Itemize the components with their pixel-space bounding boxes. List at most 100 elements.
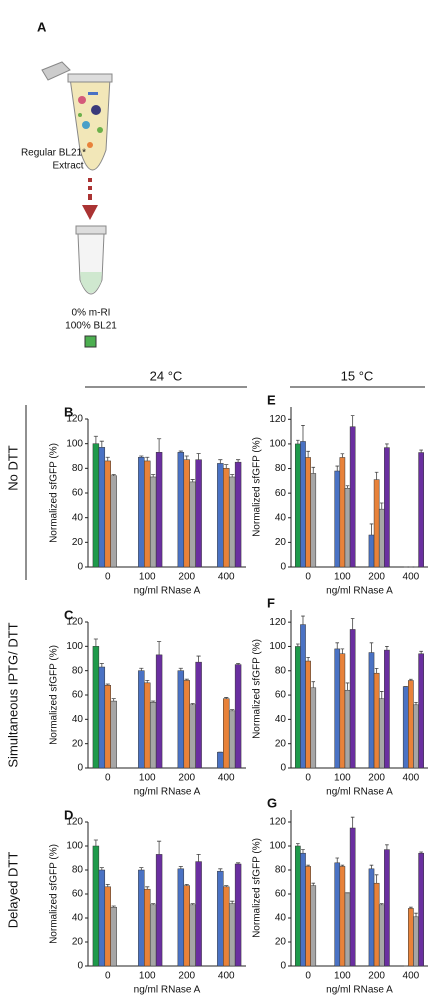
bar [300, 441, 306, 568]
y-tick-label: 80 [72, 463, 84, 474]
error-bar [369, 523, 374, 535]
y-tick-label: 80 [72, 865, 84, 876]
error-bar [296, 643, 300, 647]
bar [378, 904, 385, 967]
y-tick-label: 100 [66, 438, 83, 449]
error-bar [151, 903, 156, 905]
bar [189, 904, 196, 967]
error-bar [139, 455, 144, 458]
y-tick-label: 40 [72, 714, 84, 725]
bar [339, 866, 346, 967]
bar [228, 710, 236, 769]
y-tick-label: 20 [275, 937, 287, 948]
error-bar [196, 453, 201, 460]
x-axis-label: ng/ml RNase A [134, 586, 201, 597]
bar [300, 624, 306, 769]
y-tick-label: 120 [66, 617, 83, 628]
x-tick-label: 200 [178, 572, 195, 583]
y-tick-label: 100 [269, 641, 286, 652]
bar [344, 689, 351, 769]
error-bar [374, 667, 379, 674]
y-tick-label: 120 [66, 414, 83, 425]
reaction-tube [75, 225, 107, 295]
error-bar [230, 474, 235, 477]
error-bar [345, 682, 350, 691]
x-tick-label: 0 [305, 572, 311, 583]
bar [149, 904, 157, 967]
row-label: Simultaneous IPTG/ DTT [5, 622, 20, 767]
x-tick-label: 0 [305, 971, 311, 982]
bar [344, 487, 351, 568]
bar [418, 852, 424, 967]
error-bar [111, 474, 116, 476]
error-bar [409, 906, 413, 909]
error-bar [379, 903, 384, 905]
error-bar [385, 844, 389, 850]
y-tick-label: 40 [275, 913, 287, 924]
bar [413, 916, 419, 967]
y-tick-label: 80 [72, 665, 84, 676]
x-tick-label: 100 [334, 773, 351, 784]
bar [228, 903, 236, 967]
x-tick-label: 200 [368, 773, 385, 784]
x-tick-label: 100 [334, 572, 351, 583]
x-tick-label: 100 [139, 971, 156, 982]
bar [92, 646, 100, 769]
y-tick-label: 60 [72, 488, 84, 499]
error-bar [139, 867, 144, 870]
y-axis-label: Normalized sfGFP (%) [49, 443, 60, 543]
error-bar [230, 709, 235, 711]
y-tick-label: 100 [66, 641, 83, 652]
bar [368, 652, 375, 769]
error-bar [335, 465, 340, 471]
y-tick-label: 120 [269, 414, 286, 425]
row-label: No DTT [5, 445, 20, 491]
x-tick-label: 100 [139, 572, 156, 583]
error-bar [419, 851, 423, 854]
bar [339, 457, 346, 568]
error-bar [218, 459, 223, 464]
error-bar [379, 502, 384, 510]
error-bar [93, 839, 98, 846]
y-tick-label: 60 [275, 488, 287, 499]
bar [183, 885, 190, 967]
bar [183, 459, 190, 568]
extract-tube [41, 61, 113, 171]
y-tick-label: 20 [72, 537, 84, 548]
error-bar [306, 864, 310, 867]
x-tick-label: 400 [403, 971, 420, 982]
y-tick-label: 0 [280, 763, 286, 774]
bar [223, 698, 230, 769]
bar [334, 470, 341, 568]
error-bar [230, 900, 235, 904]
error-bar [414, 701, 418, 705]
error-bar [157, 641, 162, 655]
error-bar [236, 662, 241, 665]
bar [155, 854, 163, 967]
error-bar [306, 657, 310, 662]
bar [300, 852, 306, 967]
y-tick-label: 120 [269, 617, 286, 628]
bar [217, 751, 224, 769]
y-axis-label: Normalized sfGFP (%) [252, 639, 263, 739]
bar [98, 666, 106, 769]
bar [373, 672, 380, 769]
panel-letter: C [64, 607, 74, 622]
error-bar [340, 453, 345, 458]
bar [138, 670, 145, 769]
y-axis-label: Normalized sfGFP (%) [252, 437, 263, 537]
error-bar [224, 885, 229, 887]
bar [349, 629, 356, 769]
error-bar [190, 479, 195, 482]
error-bar [99, 867, 104, 870]
bar [110, 475, 117, 568]
bar [349, 827, 356, 967]
x-tick-label: 400 [218, 773, 235, 784]
error-bar [385, 443, 389, 448]
error-bar [335, 857, 340, 863]
bar [408, 680, 414, 769]
error-bar [105, 683, 110, 686]
error-bar [99, 440, 104, 448]
bar [334, 862, 341, 967]
arrow [82, 178, 98, 220]
